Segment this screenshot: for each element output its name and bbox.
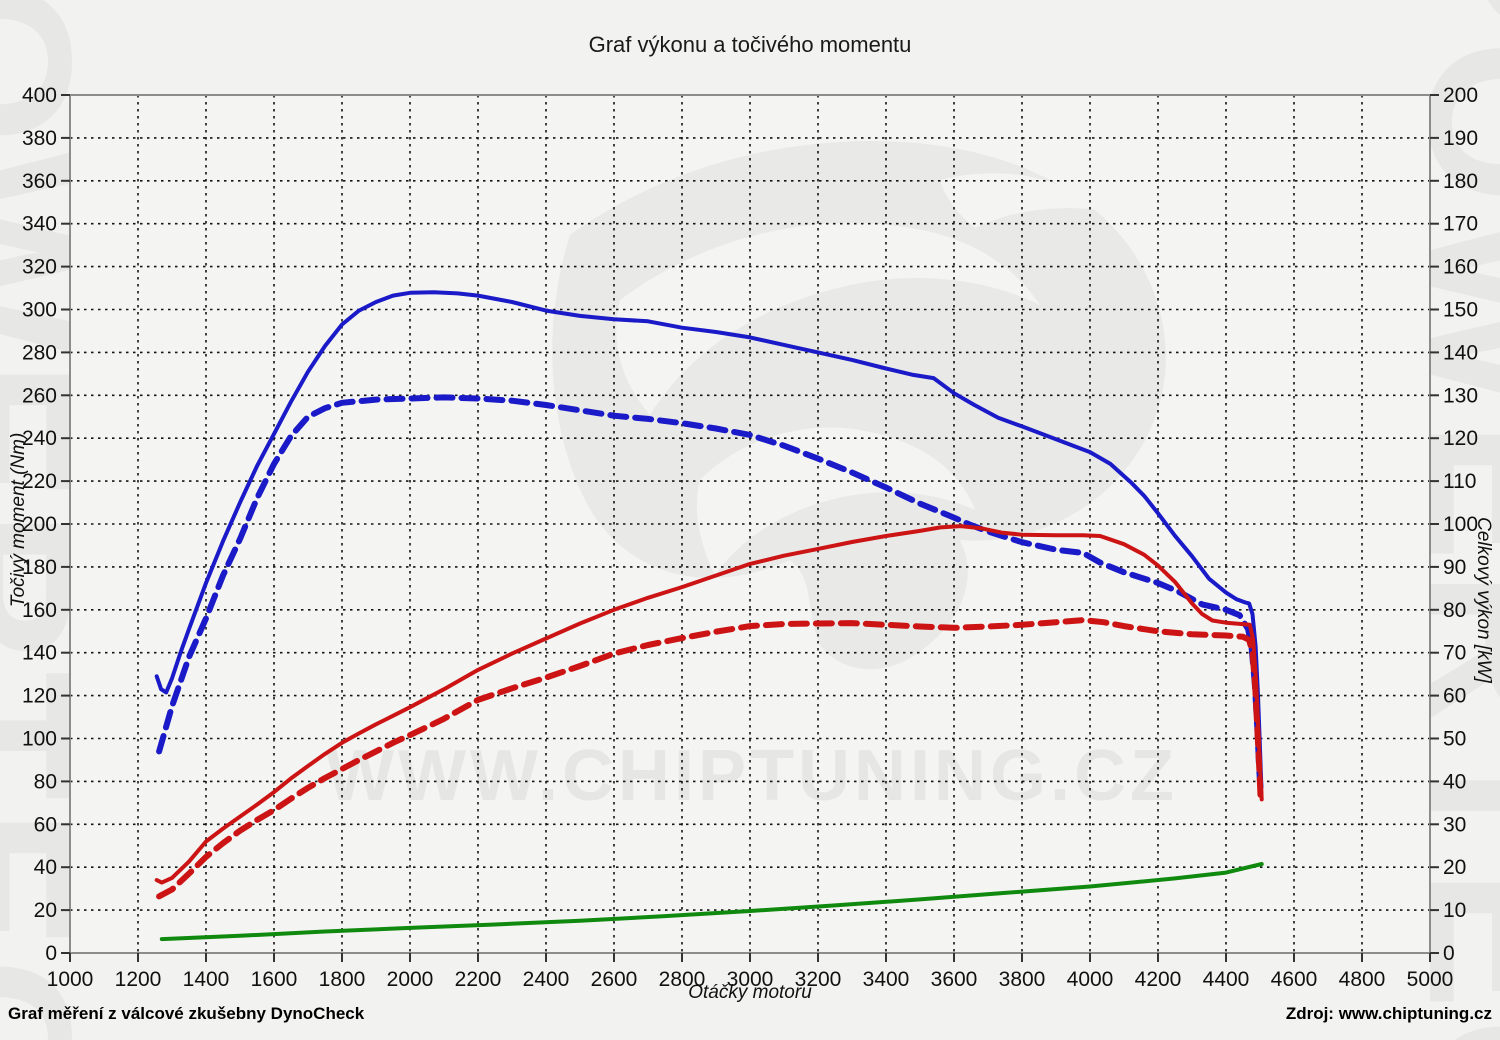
y-right-tick-label: 180 bbox=[1443, 170, 1478, 193]
y-right-tick-label: 50 bbox=[1443, 728, 1466, 751]
y-right-tick-label: 150 bbox=[1443, 299, 1478, 322]
y-right-tick-label: 110 bbox=[1443, 470, 1476, 493]
x-tick-label: 5000 bbox=[1407, 968, 1454, 991]
x-tick-label: 4200 bbox=[1135, 968, 1182, 991]
y-right-tick-label: 40 bbox=[1443, 770, 1466, 793]
curve-green-solid bbox=[159, 862, 1264, 942]
y-right-tick-label: 140 bbox=[1443, 341, 1478, 364]
grid-lines bbox=[69, 94, 1431, 954]
y-right-tick-label: 90 bbox=[1443, 556, 1466, 579]
x-tick-label: 1200 bbox=[115, 968, 162, 991]
curve-blue-solid-torque bbox=[154, 290, 1264, 790]
y-left-tick-label: 100 bbox=[22, 728, 57, 751]
footer-measurement-note: Graf měření z válcové zkušebny DynoCheck bbox=[8, 1004, 365, 1023]
x-tick-label: 3600 bbox=[931, 968, 978, 991]
x-tick-label: 1000 bbox=[47, 968, 94, 991]
curve-red-dashed-power bbox=[156, 617, 1264, 900]
y-right-tick-label: 120 bbox=[1443, 427, 1478, 450]
y-right-tick-label: 170 bbox=[1443, 213, 1478, 236]
y-left-tick-label: 340 bbox=[22, 213, 57, 236]
y-right-tick-label: 20 bbox=[1443, 856, 1466, 879]
y-axis-right-title: Celkový výkon [kW] bbox=[1473, 517, 1494, 683]
chart-title: Graf výkonu a točivého momentu bbox=[589, 32, 912, 57]
y-right-tick-label: 190 bbox=[1443, 127, 1478, 150]
watermark-center-text: WWW.CHIPTUNING.CZ bbox=[326, 736, 1178, 816]
x-tick-label: 3200 bbox=[795, 968, 842, 991]
y-left-tick-label: 20 bbox=[34, 899, 57, 922]
axis-ticks: 1000 1200 1400 1600 1800 2000 2200 2400 2600 2800… bbox=[22, 84, 1478, 991]
y-left-tick-label: 380 bbox=[22, 127, 57, 150]
x-tick-label: 3400 bbox=[863, 968, 910, 991]
y-left-tick-label: 360 bbox=[22, 170, 57, 193]
footer-source-note: Zdroj: www.chiptuning.cz bbox=[1286, 1004, 1492, 1023]
y-right-tick-label: 30 bbox=[1443, 813, 1466, 836]
y-right-tick-label: 60 bbox=[1443, 685, 1466, 708]
y-left-tick-label: 80 bbox=[34, 770, 57, 793]
y-left-tick-label: 200 bbox=[22, 513, 57, 536]
x-tick-label: 1400 bbox=[183, 968, 230, 991]
x-tick-label: 4800 bbox=[1339, 968, 1386, 991]
y-left-tick-label: 60 bbox=[34, 813, 57, 836]
x-tick-label: 4400 bbox=[1203, 968, 1250, 991]
y-left-tick-label: 300 bbox=[22, 299, 57, 322]
y-left-tick-label: 180 bbox=[22, 556, 57, 579]
y-right-tick-label: 130 bbox=[1443, 384, 1478, 407]
x-tick-label: 4000 bbox=[1067, 968, 1114, 991]
y-right-tick-label: 0 bbox=[1443, 942, 1455, 965]
y-right-tick-label: 10 bbox=[1443, 899, 1466, 922]
y-left-tick-label: 40 bbox=[34, 856, 57, 879]
y-axis-left-title: Točivý moment (Nm) bbox=[8, 433, 29, 608]
x-tick-label: 4600 bbox=[1271, 968, 1318, 991]
x-tick-label: 2000 bbox=[387, 968, 434, 991]
y-left-tick-label: 120 bbox=[22, 685, 57, 708]
y-left-tick-label: 160 bbox=[22, 599, 57, 622]
x-tick-label: 3800 bbox=[999, 968, 1046, 991]
y-right-tick-label: 200 bbox=[1443, 84, 1478, 107]
y-left-tick-label: 280 bbox=[22, 341, 57, 364]
y-left-tick-label: 260 bbox=[22, 384, 57, 407]
x-tick-label: 2600 bbox=[591, 968, 638, 991]
y-left-tick-label: 0 bbox=[45, 942, 57, 965]
curves bbox=[154, 290, 1264, 942]
x-tick-label: 2400 bbox=[523, 968, 570, 991]
y-left-tick-label: 400 bbox=[22, 84, 57, 107]
y-left-tick-label: 320 bbox=[22, 256, 57, 279]
y-left-tick-label: 240 bbox=[22, 427, 57, 450]
x-tick-label: 1800 bbox=[319, 968, 366, 991]
y-right-tick-label: 100 bbox=[1443, 513, 1478, 536]
y-right-tick-label: 80 bbox=[1443, 599, 1466, 622]
x-tick-label: 2800 bbox=[659, 968, 706, 991]
x-axis-title: Otáčky motoru bbox=[688, 982, 812, 1003]
y-right-tick-label: 70 bbox=[1443, 642, 1466, 665]
y-right-tick-label: 160 bbox=[1443, 256, 1478, 279]
y-left-tick-label: 220 bbox=[22, 470, 57, 493]
x-tick-label: 1600 bbox=[251, 968, 298, 991]
x-tick-label: 2200 bbox=[455, 968, 502, 991]
curve-red-solid-power bbox=[154, 524, 1264, 885]
curve-blue-dashed-torque bbox=[156, 394, 1264, 789]
watermark-logo-icon bbox=[552, 141, 1166, 670]
y-left-tick-label: 140 bbox=[22, 642, 57, 665]
x-tick-label: 3000 bbox=[727, 968, 774, 991]
